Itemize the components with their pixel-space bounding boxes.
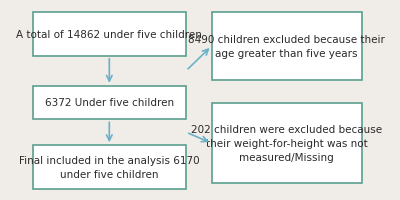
- Text: Final included in the analysis 6170
under five children: Final included in the analysis 6170 unde…: [19, 155, 200, 179]
- FancyBboxPatch shape: [212, 13, 362, 80]
- FancyBboxPatch shape: [32, 145, 186, 189]
- FancyBboxPatch shape: [212, 104, 362, 183]
- Text: 6372 Under five children: 6372 Under five children: [45, 98, 174, 108]
- Text: A total of 14862 under five children: A total of 14862 under five children: [16, 30, 202, 40]
- FancyBboxPatch shape: [32, 86, 186, 120]
- Text: 8490 children excluded because their
age greater than five years: 8490 children excluded because their age…: [188, 35, 385, 59]
- Text: 202 children were excluded because
their weight-for-height was not
measured/Miss: 202 children were excluded because their…: [191, 124, 382, 162]
- FancyBboxPatch shape: [32, 13, 186, 57]
